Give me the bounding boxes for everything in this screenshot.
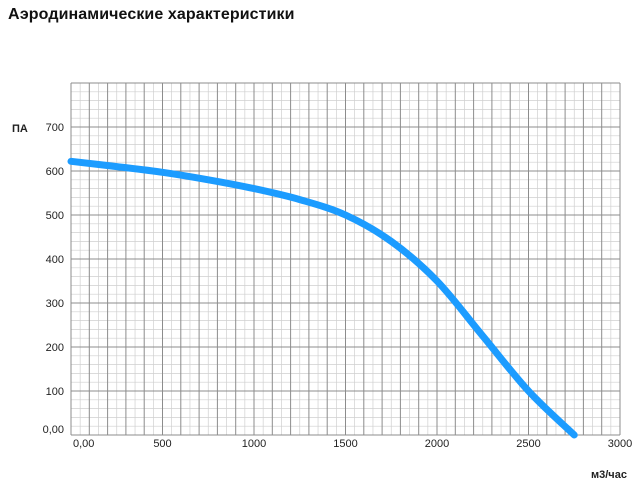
data-point (298, 198, 302, 202)
x-tick-label: 1000 (242, 438, 266, 450)
data-point (252, 187, 256, 191)
data-point (435, 279, 439, 283)
x-tick-label: 1500 (333, 438, 357, 450)
data-point (206, 178, 210, 182)
data-point (527, 389, 531, 393)
y-tick-label: 700 (46, 122, 64, 134)
y-axis-label: ПА (12, 123, 28, 135)
y-tick-label: 500 (46, 210, 64, 222)
series-points (69, 159, 576, 437)
x-tick-label: 500 (153, 438, 171, 450)
x-tick-label: 3000 (608, 438, 632, 450)
x-tick-label: 0,00 (73, 438, 94, 450)
y-tick-label: 200 (46, 342, 64, 354)
y-tick-labels: 0,00 100 200 300 400 500 600 700 (43, 122, 64, 436)
chart-grid (70, 82, 621, 436)
data-point (389, 239, 393, 243)
data-point (572, 433, 576, 437)
data-point (481, 334, 485, 338)
x-axis-label: м3/час (591, 469, 627, 481)
y-tick-label: 100 (46, 386, 64, 398)
series-line (67, 157, 578, 439)
x-tick-labels: 0,00 500 1000 1500 2000 2500 3000 (73, 438, 632, 450)
y-tick-label: 300 (46, 298, 64, 310)
data-point (344, 213, 348, 217)
y-tick-label: 600 (46, 166, 64, 178)
data-point (69, 159, 73, 163)
x-tick-label: 2000 (425, 438, 449, 450)
y-tick-label: 0,00 (43, 424, 64, 436)
x-tick-label: 2500 (516, 438, 540, 450)
data-point (115, 165, 119, 169)
page-title: Аэродинамические характеристики (8, 6, 295, 23)
y-tick-label: 400 (46, 254, 64, 266)
data-point (161, 170, 165, 174)
